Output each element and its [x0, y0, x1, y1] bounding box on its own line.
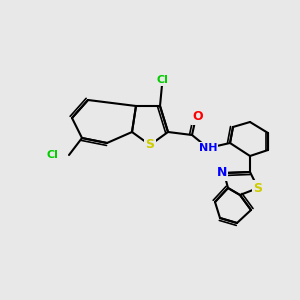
Text: NH: NH [199, 143, 217, 153]
Text: O: O [193, 110, 203, 124]
Text: S: S [146, 139, 154, 152]
Text: S: S [254, 182, 262, 194]
Text: N: N [217, 167, 227, 179]
Text: Cl: Cl [46, 150, 58, 160]
Text: Cl: Cl [156, 75, 168, 85]
